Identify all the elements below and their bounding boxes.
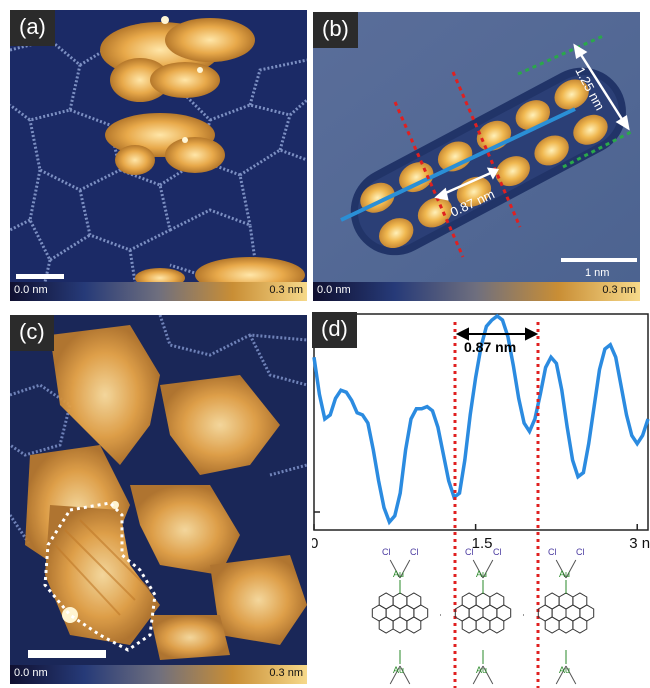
svg-text:Cl: Cl	[548, 547, 557, 557]
height-profile-chart: 01.53 nm 0.87 nm AuClClAuClClAuClClAuClC…	[312, 313, 650, 688]
colorbar: 0.0 nm 0.3 nm	[313, 282, 640, 301]
svg-text:Cl: Cl	[493, 547, 502, 557]
colorbar-max: 0.3 nm	[602, 284, 636, 296]
panel-c-stm-image	[10, 315, 307, 665]
colorbar-max: 0.3 nm	[269, 667, 303, 679]
panel-b-stm-image: 1.25 nm 0.87 nm 1 nm	[313, 12, 640, 282]
panel-a-label: (a)	[10, 10, 55, 46]
scalebar-label: 1 nm	[585, 267, 609, 279]
colorbar-min: 0.0 nm	[317, 284, 351, 296]
svg-text:Au: Au	[393, 665, 404, 675]
colorbar-min: 0.0 nm	[14, 284, 48, 296]
colorbar-min: 0.0 nm	[14, 667, 48, 679]
colorbar: 0.0 nm 0.3 nm	[10, 282, 307, 301]
panel-d: 01.53 nm 0.87 nm AuClClAuClClAuClClAuClC…	[312, 312, 650, 688]
panel-a: (a) 0.0 nm 0.3 nm	[10, 10, 307, 301]
svg-text:Au: Au	[476, 665, 487, 675]
profile-curve	[312, 313, 650, 526]
spacing-label-d: 0.87 nm	[464, 339, 516, 355]
panel-d-label: (d)	[312, 312, 357, 348]
svg-text:Cl: Cl	[410, 547, 419, 557]
x-tick-label: 3 nm	[629, 535, 650, 552]
colorbar-max: 0.3 nm	[269, 284, 303, 296]
molecular-structure: AuClClAuClClAuClClAuClClAuClClAuClCl	[371, 547, 595, 688]
x-tick-label: 0	[312, 535, 318, 552]
domain-outline	[43, 501, 157, 652]
x-tick-label: 1.5	[472, 535, 493, 552]
svg-text:Au: Au	[559, 569, 570, 579]
colorbar: 0.0 nm 0.3 nm	[10, 665, 307, 684]
panel-c-label: (c)	[10, 315, 54, 351]
profile-line	[340, 107, 576, 222]
svg-text:Au: Au	[476, 569, 487, 579]
panel-b: 1.25 nm 0.87 nm 1 nm (b) 0.0 nm 0.3 nm	[313, 12, 640, 301]
svg-text:Cl: Cl	[576, 547, 585, 557]
svg-text:Au: Au	[393, 569, 404, 579]
svg-text:Au: Au	[559, 665, 570, 675]
panel-a-stm-image	[10, 10, 307, 282]
svg-text:Cl: Cl	[465, 547, 474, 557]
svg-text:Cl: Cl	[382, 547, 391, 557]
panel-b-label: (b)	[313, 12, 358, 48]
scale-bar	[16, 274, 64, 279]
panel-c: (c) 0.0 nm 0.3 nm	[10, 315, 307, 684]
